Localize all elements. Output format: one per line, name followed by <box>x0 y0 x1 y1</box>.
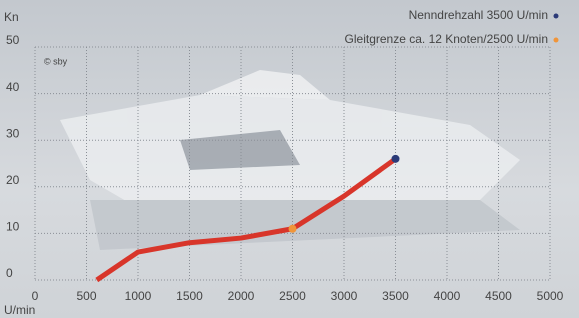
y-axis-label: Kn <box>4 10 19 24</box>
x-tick-label: 1000 <box>125 289 152 303</box>
x-tick-label: 5000 <box>537 289 564 303</box>
highlight-point <box>289 225 297 233</box>
x-tick-label: 2500 <box>279 289 306 303</box>
x-tick-label: 3500 <box>382 289 409 303</box>
y-tick-label: 0 <box>6 266 13 280</box>
legend-label: Nenndrehzahl 3500 U/min <box>409 8 548 22</box>
legend-marker <box>554 14 559 19</box>
y-tick-label: 10 <box>6 220 20 234</box>
legend-label: Gleitgrenze ca. 12 Knoten/2500 U/min <box>345 32 548 46</box>
y-tick-label: 50 <box>6 33 20 47</box>
y-tick-label: 30 <box>6 126 20 140</box>
x-tick-label: 2000 <box>228 289 255 303</box>
y-tick-label: 40 <box>6 80 20 94</box>
chart: Kn U/min © sby 0102030405005001000150020… <box>0 0 579 318</box>
x-tick-label: 4500 <box>485 289 512 303</box>
x-tick-label: 3000 <box>331 289 358 303</box>
x-tick-label: 0 <box>32 289 39 303</box>
highlight-point <box>392 155 400 163</box>
x-tick-label: 4000 <box>434 289 461 303</box>
credit: © sby <box>44 56 68 66</box>
x-tick-label: 500 <box>76 289 96 303</box>
y-tick-label: 20 <box>6 173 20 187</box>
x-axis-label: U/min <box>4 303 35 317</box>
legend-marker <box>554 38 559 43</box>
x-tick-label: 1500 <box>176 289 203 303</box>
